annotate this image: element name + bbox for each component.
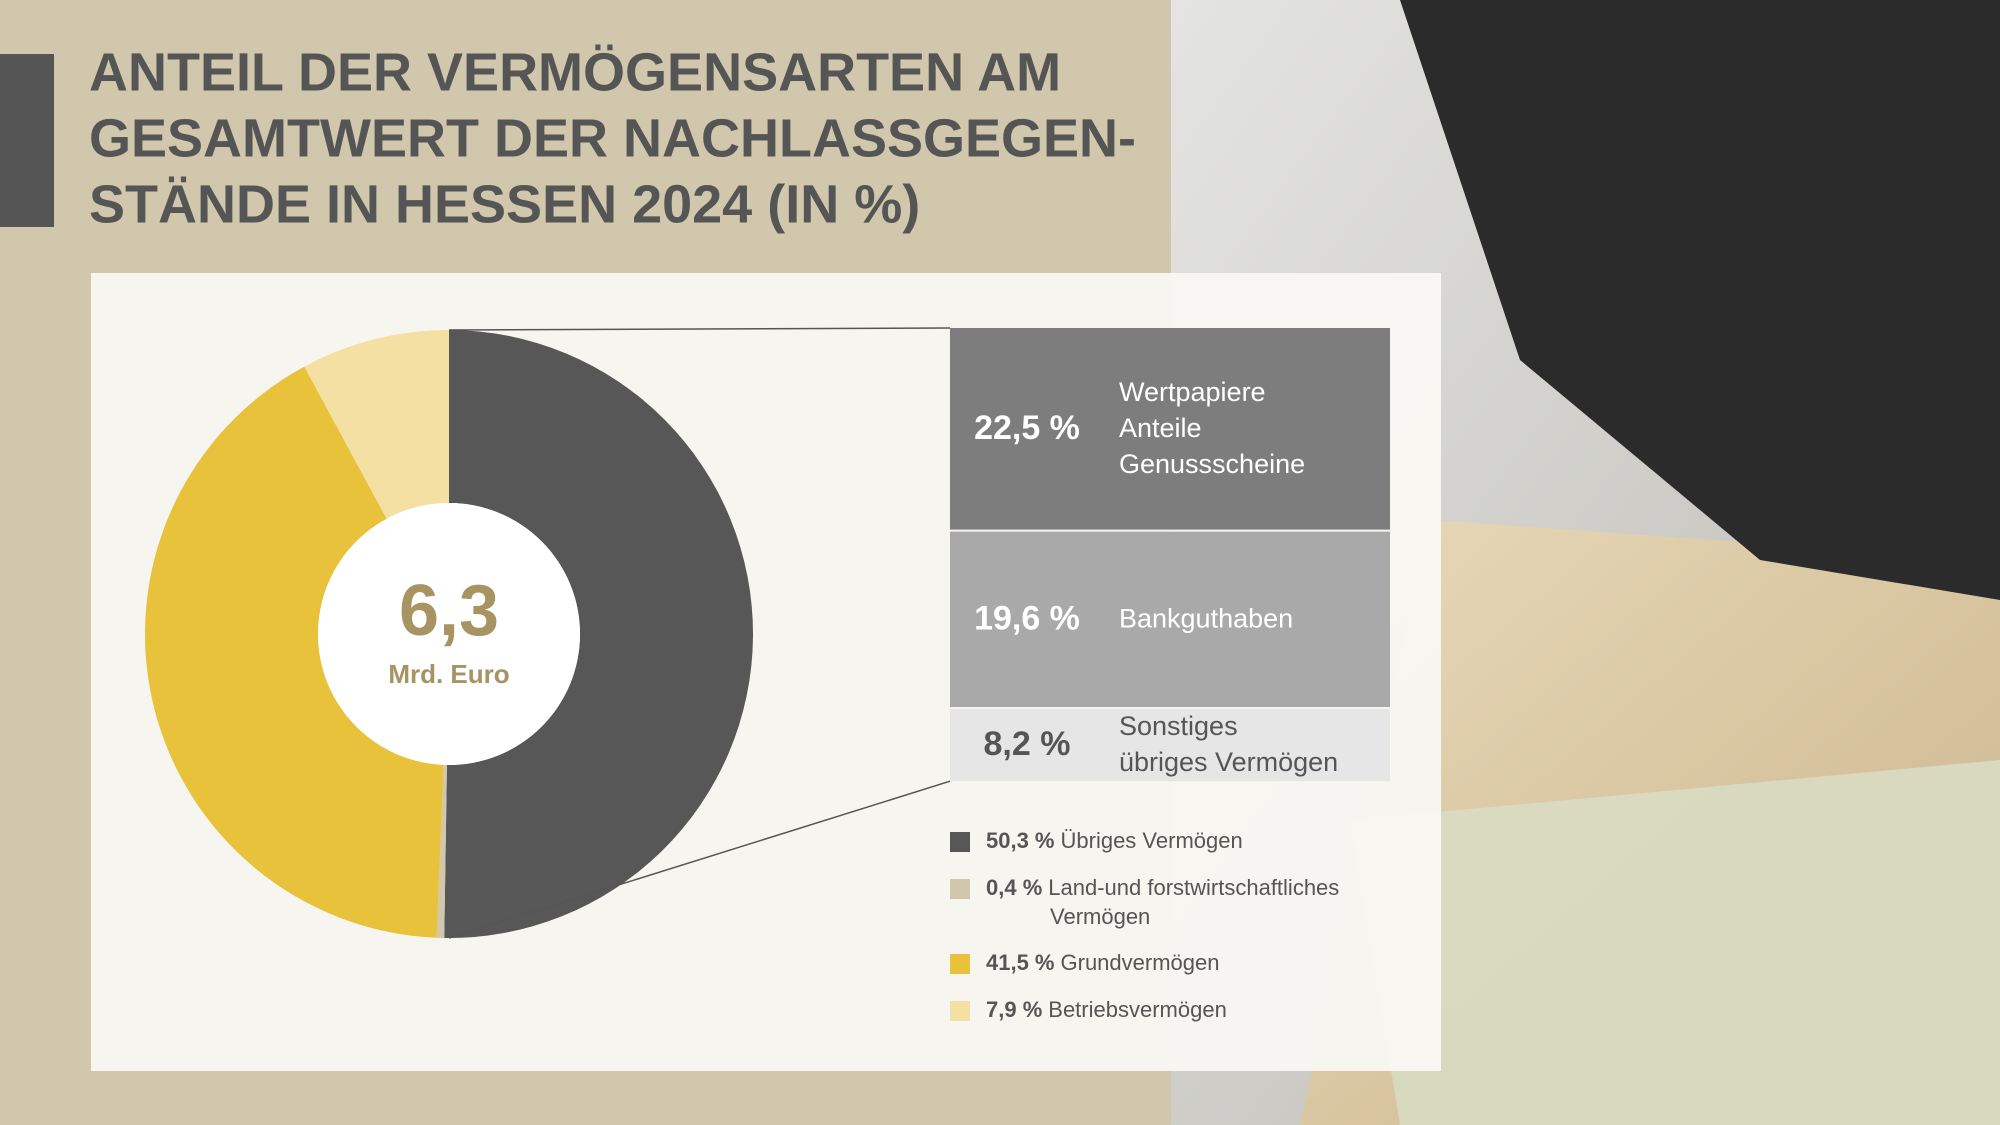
- legend-entry: 50,3 % Übriges Vermögen: [986, 828, 1243, 853]
- legend-swatch: [950, 879, 970, 899]
- connector: [448, 327, 951, 331]
- legend-label: Grundvermögen: [1061, 950, 1220, 975]
- legend-swatch: [950, 1001, 970, 1021]
- title-line: STÄNDE IN HESSEN 2024 (IN %): [89, 174, 920, 234]
- legend-swatch: [950, 832, 970, 852]
- legend-label: Übriges Vermögen: [1061, 828, 1243, 853]
- center-value: 6,3: [399, 571, 499, 651]
- legend-entry: 41,5 % Grundvermögen: [986, 950, 1219, 975]
- connector: [448, 780, 951, 939]
- legend-label: Land-und forstwirtschaftliches: [1048, 875, 1339, 900]
- breakdown-bar: [950, 709, 1390, 782]
- title-accent: [0, 54, 54, 227]
- breakdown-name: Wertpapiere: [1119, 377, 1266, 407]
- pie-segment: [444, 330, 754, 938]
- banknote: [1350, 760, 2000, 1125]
- legend-entry: 0,4 % Land-und forstwirtschaftliches: [986, 875, 1339, 900]
- breakdown-bar: [950, 328, 1390, 530]
- title-line: GESAMTWERT DER NACHLASSGEGEN-: [89, 108, 1136, 168]
- breakdown-name: Bankguthaben: [1119, 603, 1293, 633]
- legend-value: 50,3 %: [986, 828, 1055, 853]
- legend-entry: 7,9 % Betriebsvermögen: [986, 997, 1227, 1022]
- center-unit: Mrd. Euro: [388, 659, 509, 689]
- breakdown-value: 8,2 %: [984, 725, 1071, 763]
- breakdown-name: Sonstiges: [1119, 711, 1238, 741]
- pie-segment: [144, 366, 444, 938]
- legend-value: 41,5 %: [986, 950, 1055, 975]
- center-circle: [318, 503, 580, 765]
- breakdown-value: 22,5 %: [974, 409, 1080, 447]
- calculator: [1400, 0, 2000, 600]
- breakdown-value: 19,6 %: [974, 599, 1080, 637]
- legend-value: 0,4 %: [986, 875, 1042, 900]
- legend-label: Betriebsvermögen: [1048, 997, 1227, 1022]
- legend-label: Vermögen: [1050, 904, 1150, 929]
- title-line: ANTEIL DER VERMÖGENSARTEN AM: [89, 42, 1061, 102]
- breakdown-name: Anteile: [1119, 413, 1202, 443]
- breakdown-name: übriges Vermögen: [1119, 747, 1338, 777]
- legend-value: 7,9 %: [986, 997, 1042, 1022]
- breakdown-bar: [950, 531, 1390, 708]
- legend-swatch: [950, 954, 970, 974]
- pie-segment: [436, 764, 447, 938]
- pie-segment: [304, 330, 449, 519]
- breakdown-name: Genussscheine: [1119, 449, 1305, 479]
